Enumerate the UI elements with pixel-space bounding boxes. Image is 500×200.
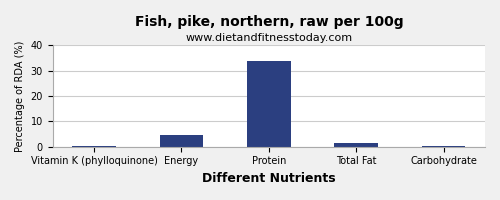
Y-axis label: Percentage of RDA (%): Percentage of RDA (%) bbox=[15, 40, 25, 152]
Bar bbox=[334, 143, 378, 147]
Bar bbox=[422, 146, 466, 147]
X-axis label: Different Nutrients: Different Nutrients bbox=[202, 172, 336, 185]
Bar bbox=[72, 146, 116, 147]
Bar bbox=[160, 135, 204, 147]
Text: www.dietandfitnesstoday.com: www.dietandfitnesstoday.com bbox=[186, 33, 352, 43]
Bar bbox=[247, 61, 290, 147]
Title: Fish, pike, northern, raw per 100g: Fish, pike, northern, raw per 100g bbox=[134, 15, 403, 29]
